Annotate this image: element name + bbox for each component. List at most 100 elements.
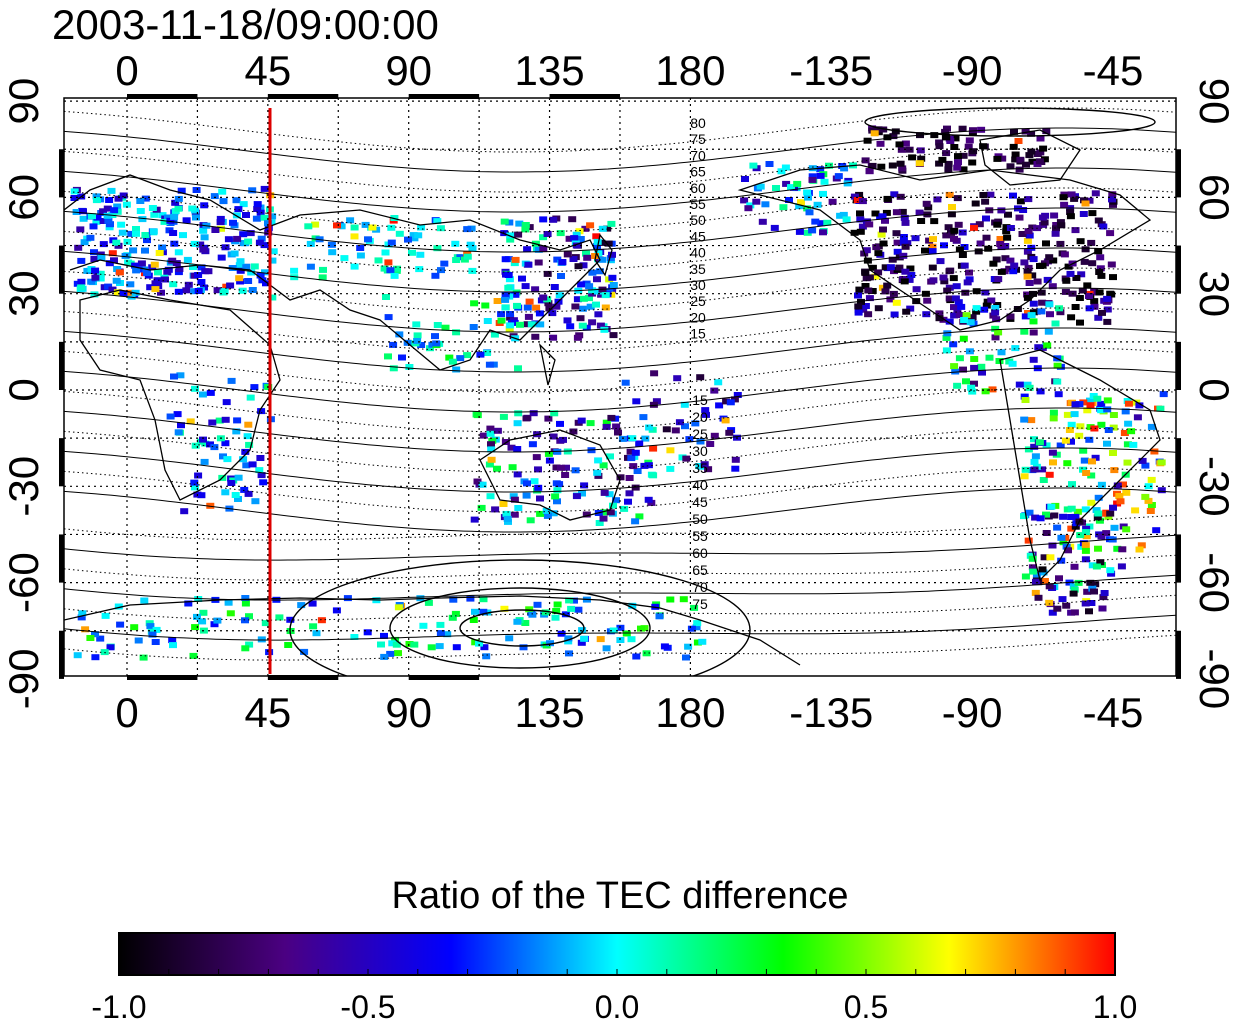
tec-data-cell	[994, 329, 1003, 336]
tec-data-cell	[1040, 554, 1049, 561]
tec-data-cell	[1113, 482, 1122, 489]
tec-data-cell	[682, 455, 691, 462]
tec-data-cell	[234, 496, 242, 502]
tec-data-cell	[395, 331, 404, 338]
tec-data-cell	[1064, 547, 1072, 554]
tec-data-cell	[1022, 161, 1030, 168]
tec-data-cell	[991, 334, 1000, 341]
tec-data-cell	[248, 461, 257, 468]
tec-data-cell	[710, 432, 719, 439]
tec-data-cell	[106, 221, 114, 228]
tec-data-cell	[1079, 466, 1087, 473]
tec-data-cell	[579, 262, 588, 269]
tec-data-cell	[244, 421, 253, 428]
tec-data-cell	[253, 201, 262, 208]
tec-data-cell	[1057, 534, 1066, 541]
tec-data-cell	[197, 279, 206, 285]
tec-data-cell	[857, 298, 865, 305]
tec-data-cell	[911, 235, 920, 242]
contour-label: 30	[692, 443, 708, 459]
tec-data-cell	[877, 163, 886, 170]
tec-data-cell	[1119, 481, 1127, 488]
tec-data-cell	[819, 190, 827, 197]
tec-data-cell	[955, 246, 964, 253]
tec-data-cell	[257, 636, 266, 643]
tec-data-cell	[551, 614, 560, 621]
tec-data-cell	[593, 238, 602, 245]
tec-data-cell	[189, 652, 198, 659]
tec-data-cell	[906, 305, 915, 312]
tec-data-cell	[585, 283, 594, 290]
lon-tick-top: 45	[244, 47, 291, 94]
tec-data-cell	[908, 154, 917, 161]
tec-data-cell	[1103, 440, 1111, 447]
tec-data-cell	[221, 244, 230, 251]
tec-data-cell	[1103, 406, 1112, 413]
tec-data-cell	[691, 420, 700, 427]
tec-data-cell	[888, 256, 897, 263]
tec-data-cell	[452, 366, 461, 373]
tec-data-cell	[758, 218, 767, 225]
tec-data-cell	[1146, 508, 1155, 514]
tec-data-cell	[206, 389, 215, 396]
tec-data-cell	[245, 641, 254, 648]
tec-data-cell	[194, 472, 203, 479]
tec-data-cell	[210, 193, 219, 200]
tec-data-cell	[261, 269, 269, 276]
tec-data-cell	[199, 246, 208, 253]
tec-data-cell	[702, 411, 710, 418]
tec-data-cell	[467, 225, 476, 232]
tec-data-cell	[1097, 407, 1106, 414]
tec-data-cell	[443, 631, 452, 638]
tec-data-cell	[154, 269, 162, 276]
tec-data-cell	[883, 134, 892, 141]
tec-data-cell	[242, 263, 251, 270]
lon-tick-top: 0	[115, 47, 138, 94]
tec-data-cell	[805, 209, 814, 216]
tec-data-cell	[1103, 295, 1112, 302]
lon-tick-bottom: 90	[385, 689, 432, 736]
magnetic-contour	[64, 367, 1176, 413]
tec-data-cell	[944, 166, 953, 173]
tec-data-cell	[1094, 314, 1103, 321]
tec-data-cell	[1014, 138, 1023, 144]
tec-data-cell	[250, 263, 259, 270]
lat-tick-right: -90	[1191, 649, 1238, 710]
tec-data-cell	[1096, 265, 1105, 272]
tec-data-cell	[224, 236, 233, 243]
tec-data-cell	[1071, 304, 1080, 310]
tec-data-cell	[898, 208, 907, 215]
tec-data-cell	[129, 247, 138, 254]
tec-data-cell	[968, 314, 977, 321]
tec-data-cell	[825, 162, 833, 169]
tec-data-cell	[1123, 459, 1132, 466]
tec-data-cell	[169, 642, 177, 649]
tec-data-cell	[647, 499, 656, 506]
tec-data-cell	[577, 417, 586, 424]
tec-data-cell	[497, 311, 506, 318]
tec-data-cell	[1090, 298, 1099, 305]
tec-data-cell	[216, 219, 225, 226]
tec-data-cell	[513, 446, 522, 452]
tec-data-cell	[1028, 158, 1037, 165]
contour-label: 65	[690, 164, 706, 180]
tec-data-cell	[174, 429, 183, 436]
tec-data-cell	[196, 241, 205, 248]
tec-data-cell	[510, 496, 519, 503]
tec-data-cell	[233, 235, 242, 242]
frame-bar-right	[1176, 438, 1181, 487]
tec-data-cell	[971, 200, 980, 207]
tec-data-cell	[862, 247, 871, 254]
tec-data-cell	[521, 620, 530, 626]
tec-data-cell	[963, 279, 972, 286]
tec-data-cell	[487, 446, 496, 453]
tec-data-cell	[1027, 312, 1036, 319]
tec-data-cell	[1067, 525, 1076, 532]
tec-data-cell	[861, 269, 870, 276]
tec-data-cell	[380, 265, 389, 272]
tec-data-cell	[645, 424, 654, 431]
tec-data-cell	[503, 515, 512, 522]
tec-data-cell	[533, 601, 542, 608]
tec-data-cell	[410, 641, 419, 648]
tec-data-cell	[1077, 271, 1086, 278]
